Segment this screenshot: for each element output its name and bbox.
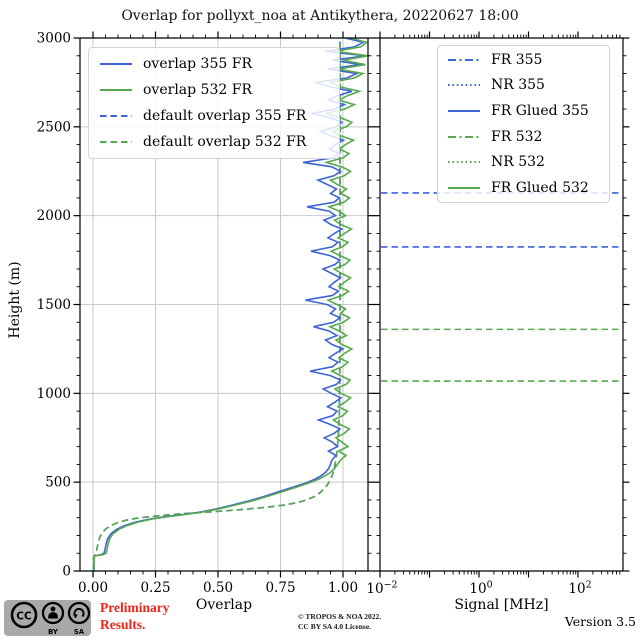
svg-text:500: 500 — [45, 475, 71, 491]
svg-text:0.25: 0.25 — [140, 580, 170, 596]
svg-text:0.75: 0.75 — [265, 580, 295, 596]
legend-item-overlap-355: overlap 355 FR — [99, 51, 329, 77]
legend-line-nr-532 — [448, 161, 480, 164]
legend-label: FR 532 — [491, 128, 543, 145]
legend-line-overlap-355 — [100, 63, 132, 65]
cc-text: CC — [16, 611, 32, 623]
legend-item-nr-355: NR 355 — [447, 73, 600, 99]
legend-label: NR 355 — [491, 77, 545, 94]
legend-label: overlap 532 FR — [143, 82, 252, 98]
svg-text:10−2: 10−2 — [366, 580, 397, 598]
svg-text:0.00: 0.00 — [78, 580, 108, 596]
legend-label: FR Glued 355 — [491, 102, 589, 119]
legend-label: FR 355 — [491, 51, 543, 68]
svg-text:1500: 1500 — [37, 297, 71, 313]
legend-line-nr-355 — [448, 84, 480, 87]
preliminary-results-text: Preliminary Results. — [100, 600, 170, 632]
cc-by-sa-badge: CC BY SA — [4, 600, 91, 636]
sa-text: SA — [74, 628, 85, 636]
legend-item-default-overlap-355: default overlap 355 FR — [99, 103, 329, 129]
sa-arrow-icon — [67, 601, 91, 625]
svg-text:100: 100 — [469, 580, 492, 598]
by-text: BY — [48, 628, 59, 636]
x-axis-label-signal: Signal [MHz] — [454, 597, 549, 613]
legend-line-default-overlap-355 — [100, 115, 132, 117]
legend-label: default overlap 532 FR — [143, 134, 307, 150]
legend-item-fr-glued-532: FR Glued 532 — [447, 175, 600, 201]
legend-item-fr-glued-355: FR Glued 355 — [447, 98, 600, 124]
page-title: Overlap for pollyxt_noa at Antikythera, … — [121, 8, 519, 24]
svg-text:1000: 1000 — [37, 386, 71, 402]
version-text: Version 3.5 — [564, 614, 636, 629]
legend-line-fr-glued-532 — [448, 186, 480, 189]
svg-text:102: 102 — [568, 580, 591, 598]
by-person-icon — [41, 601, 65, 625]
svg-text:1.00: 1.00 — [328, 580, 358, 596]
cc-circle-icon — [10, 601, 38, 629]
svg-text:3000: 3000 — [37, 31, 71, 47]
svg-text:0: 0 — [62, 564, 71, 580]
legend-item-fr-532: FR 532 — [447, 124, 600, 150]
y-axis-label: Height (m) — [7, 261, 23, 339]
legend-label: overlap 355 FR — [143, 56, 252, 72]
x-axis-label-overlap: Overlap — [195, 597, 253, 613]
svg-text:2000: 2000 — [37, 208, 71, 224]
legend-item-overlap-532: overlap 532 FR — [99, 77, 329, 103]
legend-line-fr-355 — [448, 58, 480, 61]
legend-line-fr-532 — [448, 135, 480, 138]
legend-label: NR 532 — [491, 154, 545, 171]
signal-legend: FR 355 NR 355 FR Glued 355 FR 532 NR 532… — [437, 45, 610, 203]
legend-line-fr-glued-355 — [448, 110, 480, 112]
legend-item-nr-532: NR 532 — [447, 149, 600, 175]
legend-item-default-overlap-532: default overlap 532 FR — [99, 129, 329, 155]
legend-label: FR Glued 532 — [491, 179, 589, 196]
legend-item-fr-355: FR 355 — [447, 47, 600, 73]
overlap-legend: overlap 355 FR overlap 532 FR default ov… — [88, 47, 340, 159]
svg-text:2500: 2500 — [37, 119, 71, 135]
legend-line-default-overlap-532 — [100, 141, 132, 143]
legend-label: default overlap 355 FR — [143, 108, 307, 124]
svg-text:0.50: 0.50 — [203, 580, 233, 596]
legend-line-overlap-532 — [100, 89, 132, 91]
copyright-text: © TROPOS & NOA 2022. CC BY SA 4.0 Licens… — [298, 612, 382, 631]
